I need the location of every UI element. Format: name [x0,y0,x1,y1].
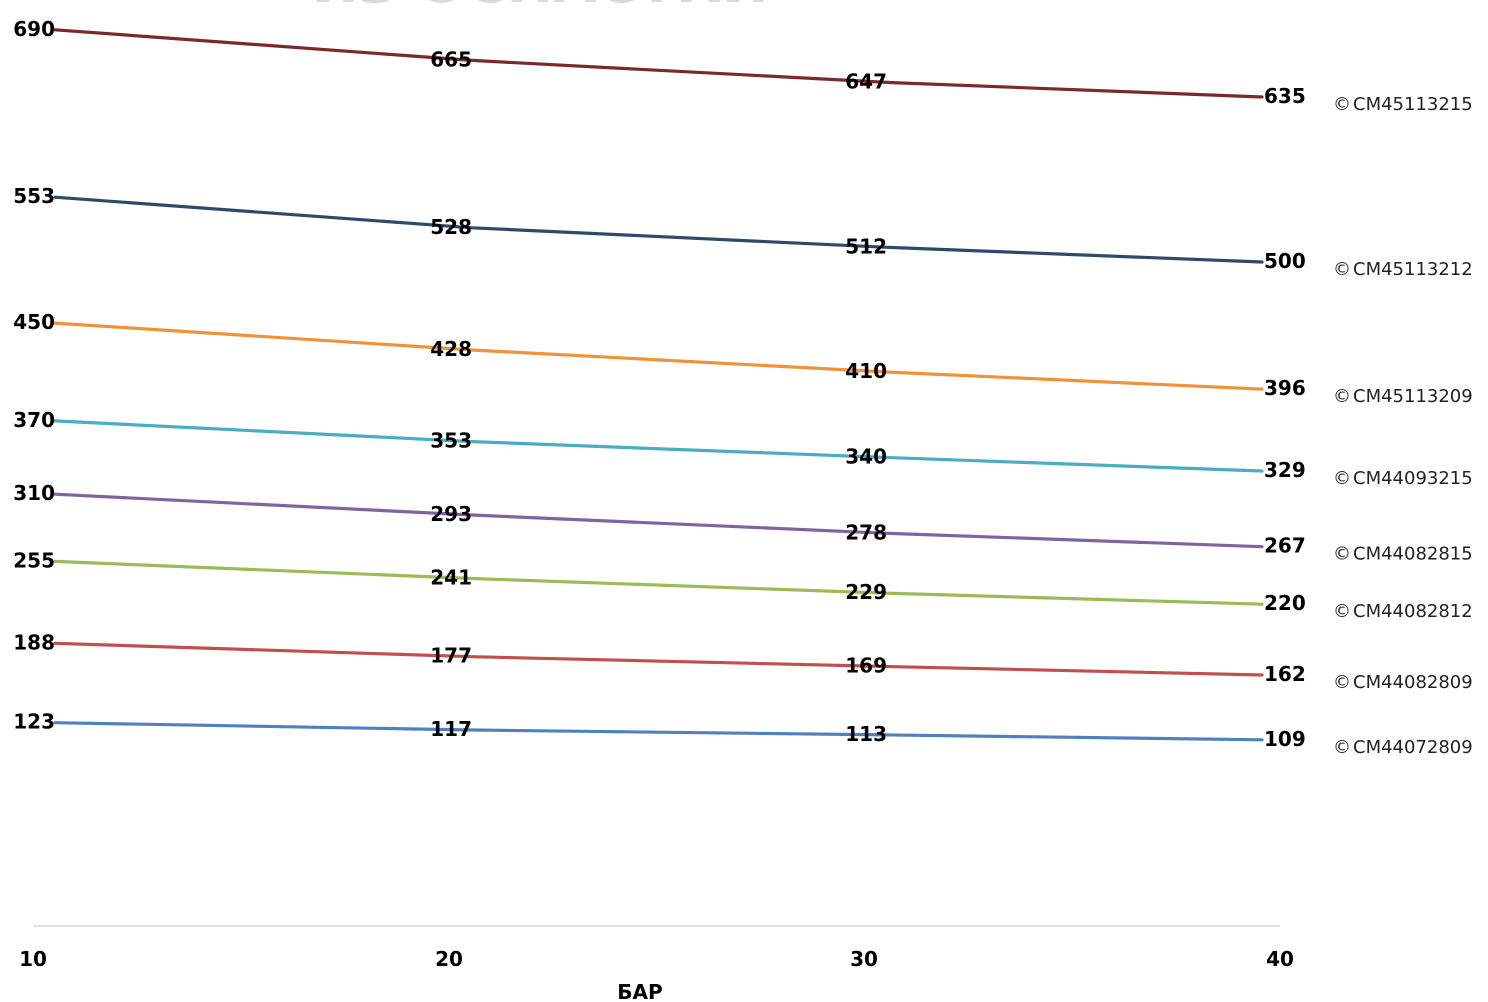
legend-item: © CM44082815 [1333,544,1473,565]
data-label: 220 [1264,591,1306,615]
data-label: 353 [430,429,472,453]
series-line [53,641,1264,677]
series-CM44072809: 123 117 113 109 [13,710,1306,751]
data-label: 396 [1264,376,1306,400]
series-CM45113209: 450 428 410 396 [13,310,1306,400]
series-layer: 6906656476355535285125004504284103963703… [13,17,1306,751]
data-label: 255 [13,548,55,572]
data-label: 229 [845,580,887,604]
data-label: 278 [845,520,887,544]
legend-marker: © [1333,259,1351,280]
legend-item: © CM44072809 [1333,737,1473,758]
legend-label: CM45113215 [1353,94,1473,115]
x-axis-ticks: 10 20 30 40 [19,947,1294,971]
data-label: 340 [845,445,887,469]
series-CM44082809: 188 177 169 162 [13,630,1306,686]
x-tick-label: 10 [19,947,47,971]
data-label: 162 [1264,662,1306,686]
data-label: 113 [845,722,887,746]
data-label: 169 [845,654,887,678]
series-line [53,559,1264,606]
data-label: 553 [13,184,55,208]
series-CM44082812: 255 241 229 220 [13,548,1306,615]
x-tick-label: 20 [435,947,463,971]
legend-marker: © [1333,737,1351,758]
chart-title: ИЗ ОСНАСТКИ [312,0,769,16]
legend-label: CM44082809 [1353,672,1473,693]
legend-marker: © [1333,601,1351,622]
legend-label: CM45113209 [1353,386,1473,407]
data-label: 123 [13,710,55,734]
data-label: 665 [430,47,472,71]
legend: © CM45113215© CM45113212© CM45113209© CM4409… [1333,94,1473,758]
data-label: 690 [13,17,55,41]
legend-item: © CM44082812 [1333,601,1473,622]
series-line [53,721,1264,742]
data-label: 188 [13,630,55,654]
legend-item: © CM44082809 [1333,672,1473,693]
data-label: 410 [845,359,887,383]
legend-label: CM44082812 [1353,601,1473,622]
data-label: 329 [1264,458,1306,482]
series-CM44082815: 310 293 278 267 [13,481,1306,558]
data-label: 241 [430,566,472,590]
data-label: 109 [1264,727,1306,751]
x-axis-title: БАР [617,980,662,1002]
series-line [53,321,1264,391]
legend-item: © CM45113209 [1333,386,1473,407]
legend-marker: © [1333,544,1351,565]
legend-marker: © [1333,386,1351,407]
legend-label: CM44082815 [1353,544,1473,565]
data-label: 647 [845,69,887,93]
legend-label: CM45113212 [1353,259,1473,280]
legend-label: CM44072809 [1353,737,1473,758]
legend-marker: © [1333,672,1351,693]
series-CM45113215: 690 665 647 635 [13,17,1306,108]
data-label: 512 [845,234,887,258]
series-line [53,28,1264,99]
data-label: 310 [13,481,55,505]
series-CM45113212: 553 528 512 500 [13,184,1306,273]
data-label: 370 [13,408,55,432]
legend-item: © CM44093215 [1333,468,1473,489]
legend-marker: © [1333,94,1351,115]
legend-item: © CM45113212 [1333,259,1473,280]
x-tick-label: 30 [850,947,878,971]
data-label: 428 [430,337,472,361]
data-label: 293 [430,502,472,526]
x-tick-label: 40 [1266,947,1294,971]
series-line [53,195,1264,264]
series-CM44093215: 370 353 340 329 [13,408,1306,482]
data-label: 267 [1264,534,1306,558]
legend-marker: © [1333,468,1351,489]
data-label: 528 [430,215,472,239]
data-label: 500 [1264,249,1306,273]
legend-label: CM44093215 [1353,468,1473,489]
data-label: 177 [430,644,472,668]
series-line [53,492,1264,549]
legend-item: © CM45113215 [1333,94,1473,115]
data-label: 450 [13,310,55,334]
data-label: 635 [1264,84,1306,108]
data-label: 117 [430,717,472,741]
series-line [53,419,1264,473]
